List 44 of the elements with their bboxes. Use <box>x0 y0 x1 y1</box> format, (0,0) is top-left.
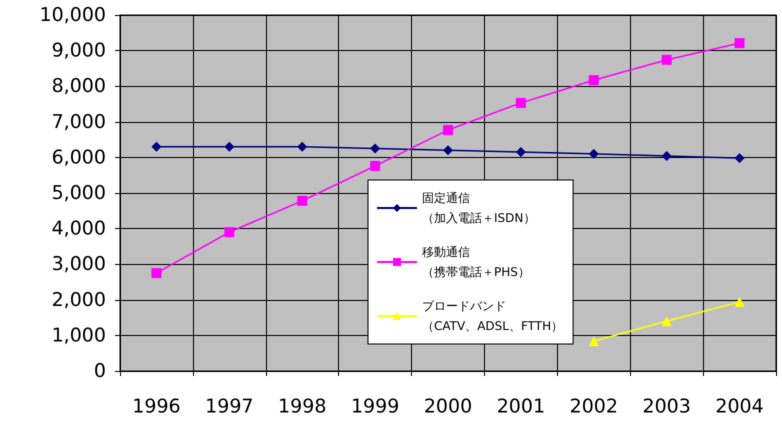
y-tick-label: 4,000 <box>52 218 106 240</box>
x-tick-label: 2004 <box>715 396 764 418</box>
point <box>297 142 308 152</box>
point <box>224 227 234 238</box>
y-tick-label: 1,000 <box>52 324 106 346</box>
point <box>662 150 672 161</box>
x-tick-label: 2001 <box>496 396 546 418</box>
x-tick-label: 1996 <box>132 396 181 418</box>
point <box>370 160 380 171</box>
x-tick-label: 2002 <box>570 396 618 418</box>
point <box>224 142 234 152</box>
y-tick-label: 2,000 <box>52 288 106 311</box>
point <box>516 147 526 158</box>
y-tick-label: 9,000 <box>52 40 106 62</box>
x-tick-label: 1998 <box>278 396 326 418</box>
point <box>151 142 162 152</box>
point <box>297 196 308 206</box>
y-tick-label: 3,000 <box>52 253 106 276</box>
point <box>662 316 672 326</box>
y-tick-label: 0 <box>94 360 106 382</box>
point <box>443 145 453 156</box>
point <box>370 144 380 154</box>
legend-label: 移動通信（携帯電話＋PHS） <box>422 245 530 279</box>
point <box>588 336 599 346</box>
point <box>516 98 526 108</box>
y-tick-label: 5,000 <box>52 182 106 204</box>
legend-label: ブロードバンド（CATV、ADSL、FTTH） <box>422 299 564 333</box>
point <box>734 296 745 307</box>
point <box>588 75 599 86</box>
y-tick-label: 7,000 <box>52 110 106 133</box>
y-tick-label: 10,000 <box>40 4 106 26</box>
point <box>151 268 162 278</box>
point <box>734 38 745 48</box>
point <box>734 153 745 164</box>
x-tick-label: 2000 <box>424 396 472 418</box>
y-tick-label: 6,000 <box>52 146 106 168</box>
point <box>443 124 453 135</box>
y-tick-label: 8,000 <box>52 75 106 98</box>
x-tick-label: 1999 <box>350 396 400 418</box>
point <box>588 148 599 159</box>
legend-label: 固定通信（加入電話＋ISDN） <box>422 191 536 225</box>
point <box>662 54 672 65</box>
x-tick-label: 1997 <box>205 396 254 418</box>
x-tick-label: 2003 <box>642 396 691 418</box>
